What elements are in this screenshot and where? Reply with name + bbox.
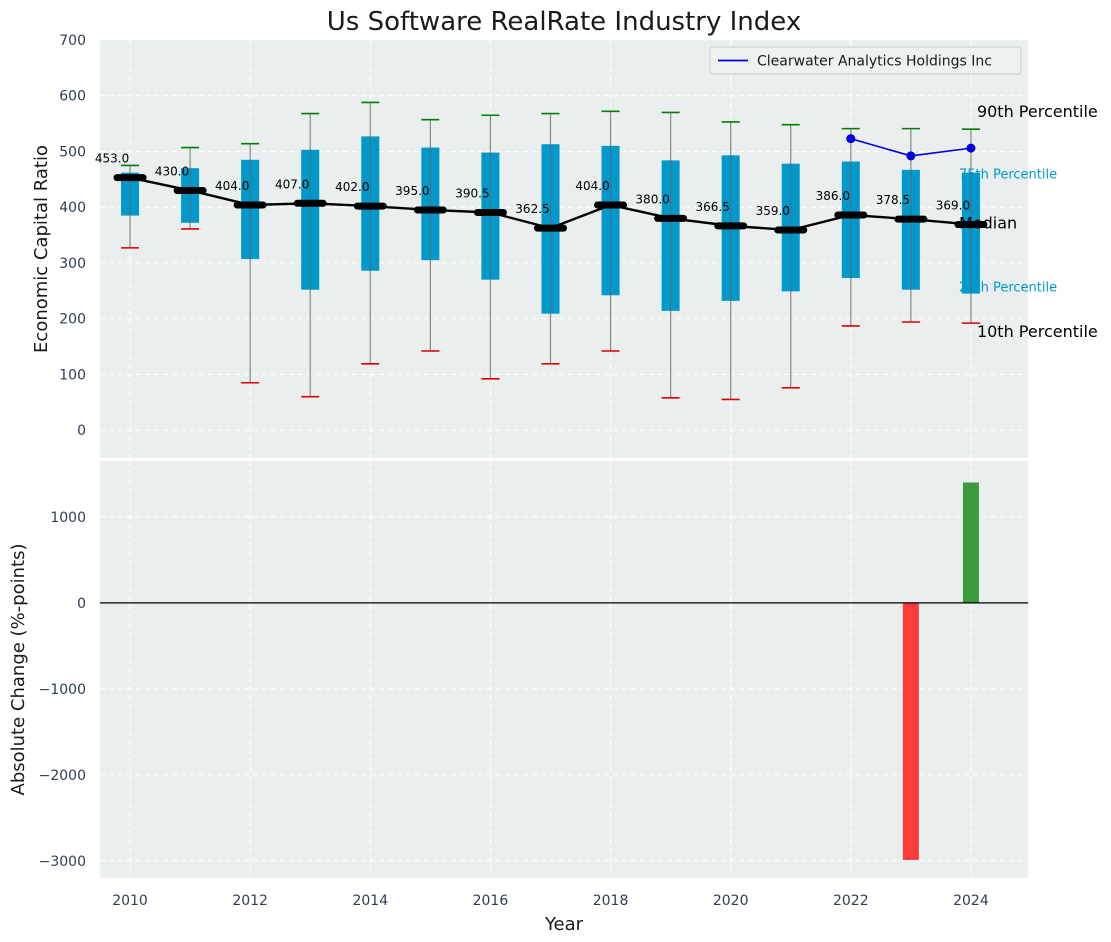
legend-box: [709, 46, 1022, 75]
bottom-y-tick-label: −1000: [39, 682, 86, 698]
median-value-label: 430.0: [155, 164, 189, 178]
change-bar: [902, 602, 919, 860]
x-tick-label: 2020: [713, 893, 749, 909]
median-value-label: 386.0: [816, 189, 850, 203]
x-tick-label: 2024: [953, 893, 989, 909]
top-y-tick-label: 0: [77, 423, 86, 439]
bottom-y-tick-label: 0: [77, 596, 86, 612]
x-tick-label: 2022: [833, 893, 869, 909]
median-value-label: 366.5: [695, 200, 729, 214]
bottom-y-tick-label: −2000: [39, 768, 86, 784]
bottom-y-axis-title: Absolute Change (%-points): [8, 544, 29, 796]
median-annotation: Median: [959, 213, 1017, 232]
median-value-label: 404.0: [215, 179, 249, 193]
x-axis-title: Year: [544, 914, 584, 935]
p10-annotation: 10th Percentile: [977, 322, 1098, 341]
change-bar: [962, 482, 979, 603]
bottom-y-tick-label: 1000: [50, 510, 86, 526]
x-tick-label: 2018: [593, 893, 629, 909]
median-value-label: 407.0: [275, 177, 309, 191]
median-value-label: 362.5: [515, 202, 549, 216]
top-plot-area: [100, 40, 1028, 458]
bottom-y-tick-label: −3000: [39, 854, 86, 870]
top-y-tick-label: 400: [59, 200, 86, 216]
bottom-plot-area: [100, 461, 1028, 878]
median-value-label: 390.5: [455, 186, 489, 200]
x-tick-label: 2014: [352, 893, 388, 909]
top-y-axis-title: Economic Capital Ratio: [31, 145, 52, 353]
x-tick-label: 2012: [232, 893, 268, 909]
legend-company-label: Clearwater Analytics Holdings Inc: [757, 54, 992, 70]
p25-annotation: 25th Percentile: [959, 281, 1057, 296]
median-value-label: 395.0: [395, 184, 429, 198]
median-value-label: 369.0: [936, 198, 970, 212]
median-value-label: 359.0: [756, 204, 790, 218]
p90-annotation: 90th Percentile: [977, 102, 1098, 121]
company-point: [966, 143, 976, 153]
top-y-tick-label: 200: [59, 312, 86, 328]
company-point: [846, 134, 856, 144]
x-tick-label: 2016: [473, 893, 509, 909]
top-y-tick-label: 100: [59, 367, 86, 383]
median-value-label: 378.5: [876, 193, 910, 207]
top-y-tick-label: 500: [59, 144, 86, 160]
median-value-label: 380.0: [635, 192, 669, 206]
top-y-tick-label: 300: [59, 256, 86, 272]
top-y-tick-label: 600: [59, 89, 86, 105]
p75-annotation: 75th Percentile: [959, 168, 1057, 183]
median-value-label: 404.0: [575, 179, 609, 193]
x-tick-label: 2010: [112, 893, 148, 909]
median-value-label: 402.0: [335, 180, 369, 194]
top-y-tick-label: 700: [59, 33, 86, 49]
chart-title: Us Software RealRate Industry Index: [327, 7, 801, 37]
company-point: [906, 151, 916, 161]
median-value-label: 453.0: [95, 152, 129, 166]
